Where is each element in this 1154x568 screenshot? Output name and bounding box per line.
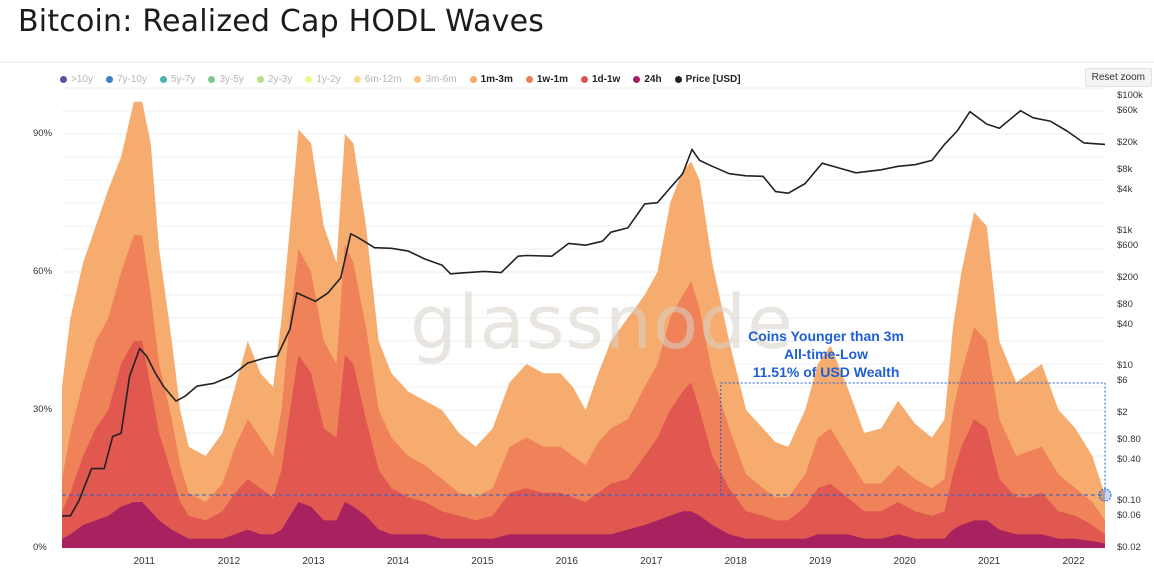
chart-legend: >10y 7y-10y 5y-7y 3y-5y 2y-3y 1y-2y 6m-12m 3m-6… — [60, 74, 754, 85]
x-tick-label: 2020 — [893, 556, 916, 567]
legend-swatch — [305, 76, 313, 83]
watermark: glassnode — [410, 280, 794, 366]
legend-item[interactable]: 1m-3m — [469, 74, 513, 85]
legend-swatch — [469, 76, 477, 83]
y-right-tick-label: $60k — [1117, 104, 1138, 116]
area-24h — [62, 502, 1105, 548]
legend-item[interactable]: 6m-12m — [353, 74, 402, 85]
annotation-callout: Coins Younger than 3m All-time-Low 11.51… — [706, 327, 946, 381]
annotation-line-2: All-time-Low — [784, 346, 868, 362]
y-right-tick-label: $8k — [1117, 163, 1133, 175]
legend-label: 1d-1w — [591, 74, 621, 85]
legend-swatch — [60, 76, 67, 83]
y-right-tick-label: $1k — [1117, 224, 1133, 236]
y-right-tick-label: $0.80 — [1117, 433, 1141, 445]
legend-label: 7y-10y — [116, 74, 147, 85]
x-tick-label: 2012 — [217, 556, 241, 567]
legend-swatch — [525, 76, 533, 83]
legend-label: 5y-7y — [170, 74, 196, 85]
legend-item[interactable]: 2y-3y — [256, 74, 293, 85]
annotation-markers — [62, 382, 1112, 502]
legend-swatch — [105, 76, 113, 83]
y-right-tick-label: $0.06 — [1117, 509, 1141, 521]
legend-item[interactable]: >10y — [60, 74, 93, 85]
y-right-tick-label: $4k — [1117, 184, 1133, 196]
legend-item[interactable]: 3m-6m — [414, 74, 457, 85]
y-left-tick-label: 60% — [33, 266, 53, 277]
y-right-tick-label: $20k — [1117, 136, 1138, 148]
legend-item[interactable]: 1w-1m — [525, 74, 568, 85]
x-tick-label: 2014 — [386, 556, 410, 567]
legend-item[interactable]: 24h — [633, 74, 662, 85]
annotation-line-3: 11.51% of USD Wealth — [752, 364, 900, 380]
legend-label: Price [USD] — [685, 74, 741, 85]
y-right-tick-label: $100k — [1117, 89, 1143, 101]
legend-swatch — [674, 76, 682, 83]
legend-swatch — [159, 76, 167, 83]
y-right-tick-label: $200 — [1117, 271, 1139, 283]
legend-label: 1y-2y — [316, 74, 341, 85]
price-line — [62, 109, 1106, 517]
legend-label: 1m-3m — [480, 74, 513, 85]
y-right-tick-label: $600 — [1117, 239, 1139, 251]
legend-item[interactable]: 7y-10y — [105, 74, 147, 85]
legend-item[interactable]: 1d-1w — [580, 74, 621, 85]
legend-swatch — [353, 76, 361, 83]
price-line-group — [62, 109, 1106, 517]
legend-swatch — [256, 76, 264, 83]
area-series-group — [62, 101, 1105, 549]
x-tick-label: 2022 — [1062, 556, 1085, 567]
area-1d-1w — [62, 341, 1105, 548]
annotation-bracket — [720, 382, 1106, 496]
y-right-tick-label: $10 — [1117, 359, 1133, 371]
reset-zoom-button[interactable]: Reset zoom — [1084, 68, 1152, 87]
y-right-tick-label: $0.02 — [1117, 542, 1141, 553]
y-right-tick-label: $0.10 — [1117, 494, 1141, 506]
y-left-tick-label: 90% — [33, 128, 53, 139]
annotation-line-1: Coins Younger than 3m — [748, 328, 904, 344]
legend-swatch — [633, 76, 641, 83]
x-tick-label: 2013 — [302, 556, 325, 567]
legend-label: 3m-6m — [425, 74, 457, 85]
legend-item[interactable]: 5y-7y — [159, 74, 196, 85]
legend-swatch — [580, 76, 588, 83]
y-left-tick-label: 0% — [33, 542, 47, 553]
legend-swatch — [208, 76, 216, 83]
x-tick-label: 2016 — [555, 556, 578, 567]
x-tick-label: 2018 — [724, 556, 747, 567]
y-right-tick-label: $2 — [1117, 406, 1128, 418]
legend-item[interactable]: 3y-5y — [208, 74, 244, 85]
legend-label: 24h — [644, 74, 662, 85]
atl-marker — [1098, 488, 1112, 502]
y-right-tick-label: $80 — [1117, 298, 1133, 310]
legend-label: 6m-12m — [364, 74, 402, 85]
y-right-tick-label: $6 — [1117, 374, 1128, 386]
legend-label: 1w-1m — [536, 74, 568, 85]
legend-label: 2y-3y — [267, 74, 293, 85]
legend-item[interactable]: 1y-2y — [305, 74, 341, 85]
x-tick-label: 2021 — [977, 556, 1001, 567]
legend-swatch — [414, 76, 422, 83]
x-tick-label: 2019 — [809, 556, 832, 567]
y-right-tick-label: $0.40 — [1117, 454, 1141, 466]
page-title: Bitcoin: Realized Cap HODL Waves — [18, 4, 545, 39]
legend-label: 3y-5y — [219, 74, 244, 85]
x-tick-label: 2015 — [471, 556, 494, 567]
y-left-tick-label: 30% — [33, 404, 53, 415]
legend-label: >10y — [71, 74, 93, 85]
x-tick-label: 2017 — [640, 556, 663, 567]
y-right-tick-label: $40 — [1117, 319, 1133, 331]
legend-item[interactable]: Price [USD] — [674, 74, 741, 85]
x-tick-label: 2011 — [133, 556, 155, 567]
